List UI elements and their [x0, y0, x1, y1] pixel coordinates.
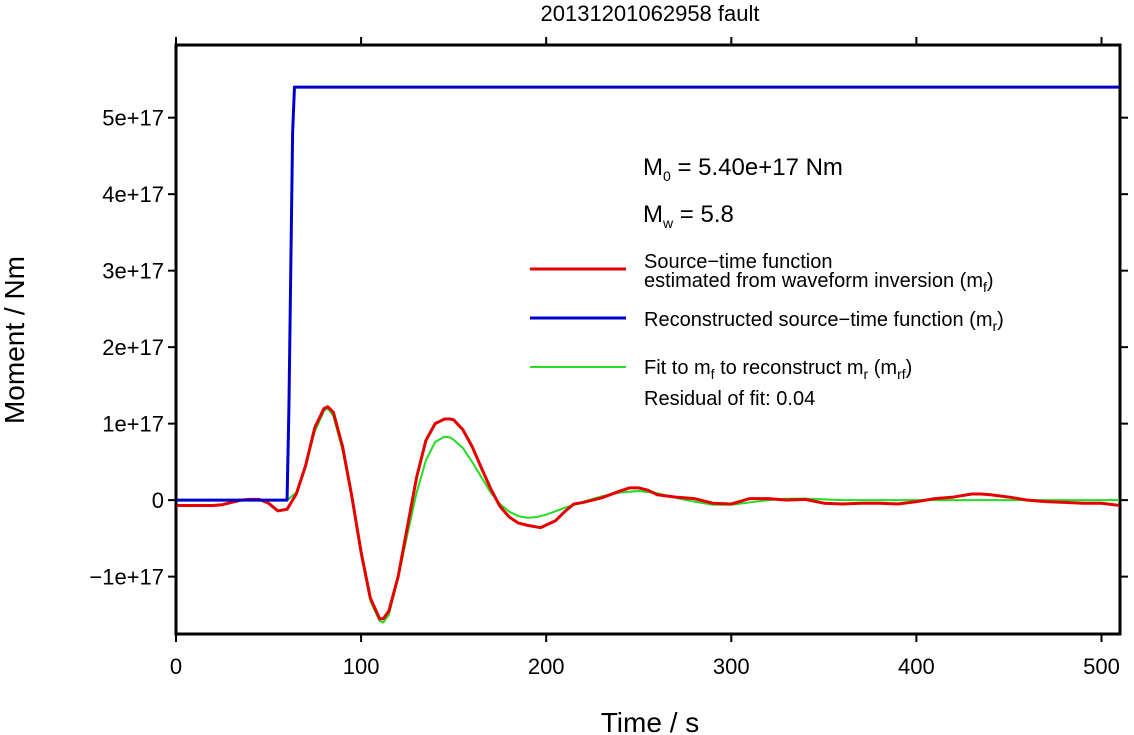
y-tick-label: 3e+17: [102, 259, 164, 284]
legend-label-mf-line1: Source−time function: [644, 251, 832, 273]
legend-label-mr: Reconstructed source−time function (mr): [644, 309, 1004, 334]
y-tick-label: 2e+17: [102, 335, 164, 360]
legend: Source−time function estimated from wave…: [530, 251, 1004, 410]
y-tick-label: 0: [152, 488, 164, 513]
x-tick-label: 400: [898, 654, 935, 679]
x-tick-label: 300: [713, 654, 750, 679]
x-tick-label: 100: [343, 654, 380, 679]
y-tick-label: 1e+17: [102, 412, 164, 437]
y-tick-label: 5e+17: [102, 106, 164, 131]
x-tick-label: 500: [1083, 654, 1120, 679]
legend-label-mf-line2: estimated from waveform inversion (mf): [644, 270, 994, 295]
legend-label-mrf: Fit to mf to reconstruct mr (mrf): [644, 357, 912, 382]
y-tick-label: 4e+17: [102, 182, 164, 207]
chart-title: 20131201062958 fault: [541, 1, 760, 26]
y-axis-title: Moment / Nm: [0, 256, 30, 424]
x-axis-title: Time / s: [601, 707, 700, 735]
residual-annotation: Residual of fit: 0.04: [644, 388, 815, 410]
y-tick-label: −1e+17: [89, 565, 164, 590]
series-line-mrf: [177, 407, 1119, 624]
series-line-mr: [177, 85, 1119, 502]
mw-annotation: Mw = 5.8: [643, 201, 734, 231]
x-tick-label: 200: [528, 654, 565, 679]
y-axis: −1e+17 0 1e+17 2e+17 3e+17 4e+17 5e+17: [89, 106, 1128, 590]
series-line-mf: [177, 405, 1119, 621]
m0-annotation: M0 = 5.40e+17 Nm: [643, 154, 843, 184]
plot-frame: [174, 43, 1122, 636]
x-tick-label: 0: [170, 654, 182, 679]
x-axis: 0 100 200 300 400 500: [170, 37, 1120, 679]
